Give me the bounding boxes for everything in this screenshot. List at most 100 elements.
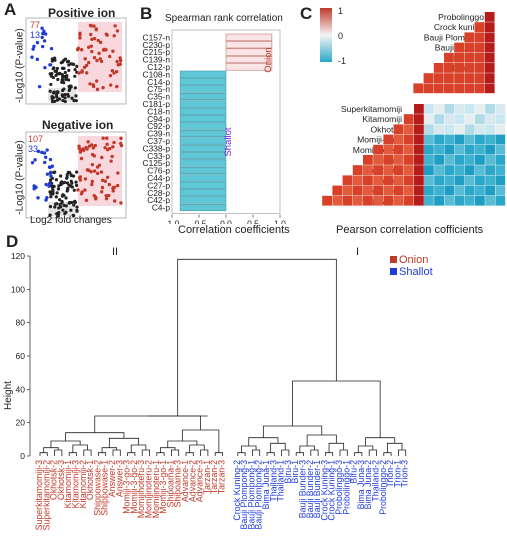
up-point	[115, 59, 119, 64]
down-point	[48, 157, 53, 162]
down-point	[30, 55, 34, 59]
heat-cell	[434, 185, 444, 196]
leaf-label: Crock Kuning-2	[232, 460, 242, 521]
dendro-branch	[262, 425, 323, 438]
up-point	[112, 140, 116, 145]
heat-cell	[485, 114, 495, 124]
up-point	[108, 146, 112, 151]
heat-cell	[322, 195, 332, 206]
heat-cell	[475, 175, 485, 186]
ns-point	[61, 98, 65, 103]
ns-point	[60, 78, 64, 82]
dendro-branch	[156, 452, 165, 456]
down-point	[32, 44, 36, 49]
up-point	[90, 49, 94, 54]
up-point	[101, 136, 105, 140]
leaf-label: Bima Juna-1	[261, 460, 271, 509]
heat-cell	[454, 134, 465, 145]
up-point	[78, 36, 82, 40]
up-point	[104, 193, 108, 198]
ns-point	[53, 205, 57, 209]
heat-cell	[464, 175, 475, 186]
ns-point	[50, 72, 54, 76]
ns-point	[55, 90, 60, 94]
ns-point	[48, 89, 52, 93]
legend-shallot: Shallot	[390, 266, 433, 278]
dendro-branch	[54, 449, 63, 456]
ns-point	[56, 214, 60, 218]
heat-cell	[393, 134, 404, 145]
up-point	[118, 56, 122, 60]
leaf-label: Biru-3	[283, 460, 293, 484]
ns-point	[70, 96, 74, 100]
ns-point	[73, 86, 77, 90]
heat-cell	[484, 22, 495, 32]
heat-cell	[484, 42, 495, 53]
up-point	[97, 51, 101, 56]
bar-C18-n	[179, 107, 227, 115]
leaf-label: Thailand-3	[268, 460, 278, 502]
heat-cell	[464, 52, 475, 63]
ns-point	[61, 94, 65, 98]
leaf-label: Superkitamomiji-3	[34, 460, 44, 531]
heat-cell	[393, 124, 404, 135]
y-tick-label: 80	[16, 318, 26, 328]
heat-cell	[393, 165, 404, 175]
down-point	[35, 57, 40, 62]
volcano-frame	[25, 17, 127, 105]
heat-cell	[383, 155, 394, 165]
up-point	[105, 33, 109, 37]
category-label: C44-p	[147, 173, 170, 183]
up-point	[98, 40, 103, 45]
ns-point	[75, 205, 79, 209]
ns-point	[54, 195, 58, 199]
up-point	[100, 190, 104, 194]
up-point	[92, 24, 96, 28]
ns-point	[63, 96, 67, 100]
heat-cell	[444, 185, 455, 196]
heat-cell	[495, 114, 506, 124]
dendro-branch	[295, 452, 304, 456]
leaf-label: Advance-2	[187, 460, 197, 502]
bar-C125-p	[179, 159, 227, 167]
heat-cell	[464, 63, 475, 73]
dendro-branch	[248, 437, 279, 446]
volcano-xlabel: Log2 fold changes	[30, 215, 112, 226]
heat-cell	[434, 195, 444, 206]
category-label: C35-n	[147, 92, 170, 102]
leaf-label: Shipoama-1	[165, 460, 175, 508]
ns-point	[60, 80, 64, 84]
heat-cell	[414, 144, 424, 155]
ns-point	[68, 87, 72, 91]
down-point	[30, 160, 35, 165]
bar-C108-n	[179, 70, 227, 78]
panel-d-dendrogram: 0 20 40 60 80 100 120 Superkitamomiji-3 Superkit…	[0, 240, 507, 550]
heat-cell	[444, 165, 455, 175]
dendro-branch	[101, 447, 118, 453]
ns-point	[63, 92, 67, 97]
heat-cell	[433, 73, 444, 83]
heat-cell	[484, 63, 495, 73]
ns-point	[73, 199, 77, 203]
leaf-label: Momiji-3-go-1	[158, 460, 168, 514]
up-point	[79, 156, 84, 161]
ns-point	[75, 209, 79, 213]
heat-cell	[454, 195, 465, 206]
bar-C35-n	[179, 92, 227, 101]
heat-cell	[454, 124, 465, 135]
leaf-label: Bauji Plompong-2	[254, 460, 264, 530]
heat-cell	[424, 104, 434, 114]
up-point	[90, 182, 94, 187]
up-point	[115, 29, 120, 33]
up-point	[116, 171, 120, 175]
up-point	[105, 142, 109, 146]
ns-point	[63, 211, 67, 216]
heat-cell	[454, 114, 465, 124]
down-point	[43, 65, 47, 70]
heat-cell	[464, 195, 475, 206]
up-point	[104, 196, 109, 201]
up-point	[119, 201, 123, 205]
panel-a-volcano	[0, 0, 135, 225]
heat-cell	[424, 155, 434, 165]
negative-down-count: 33	[28, 144, 39, 154]
